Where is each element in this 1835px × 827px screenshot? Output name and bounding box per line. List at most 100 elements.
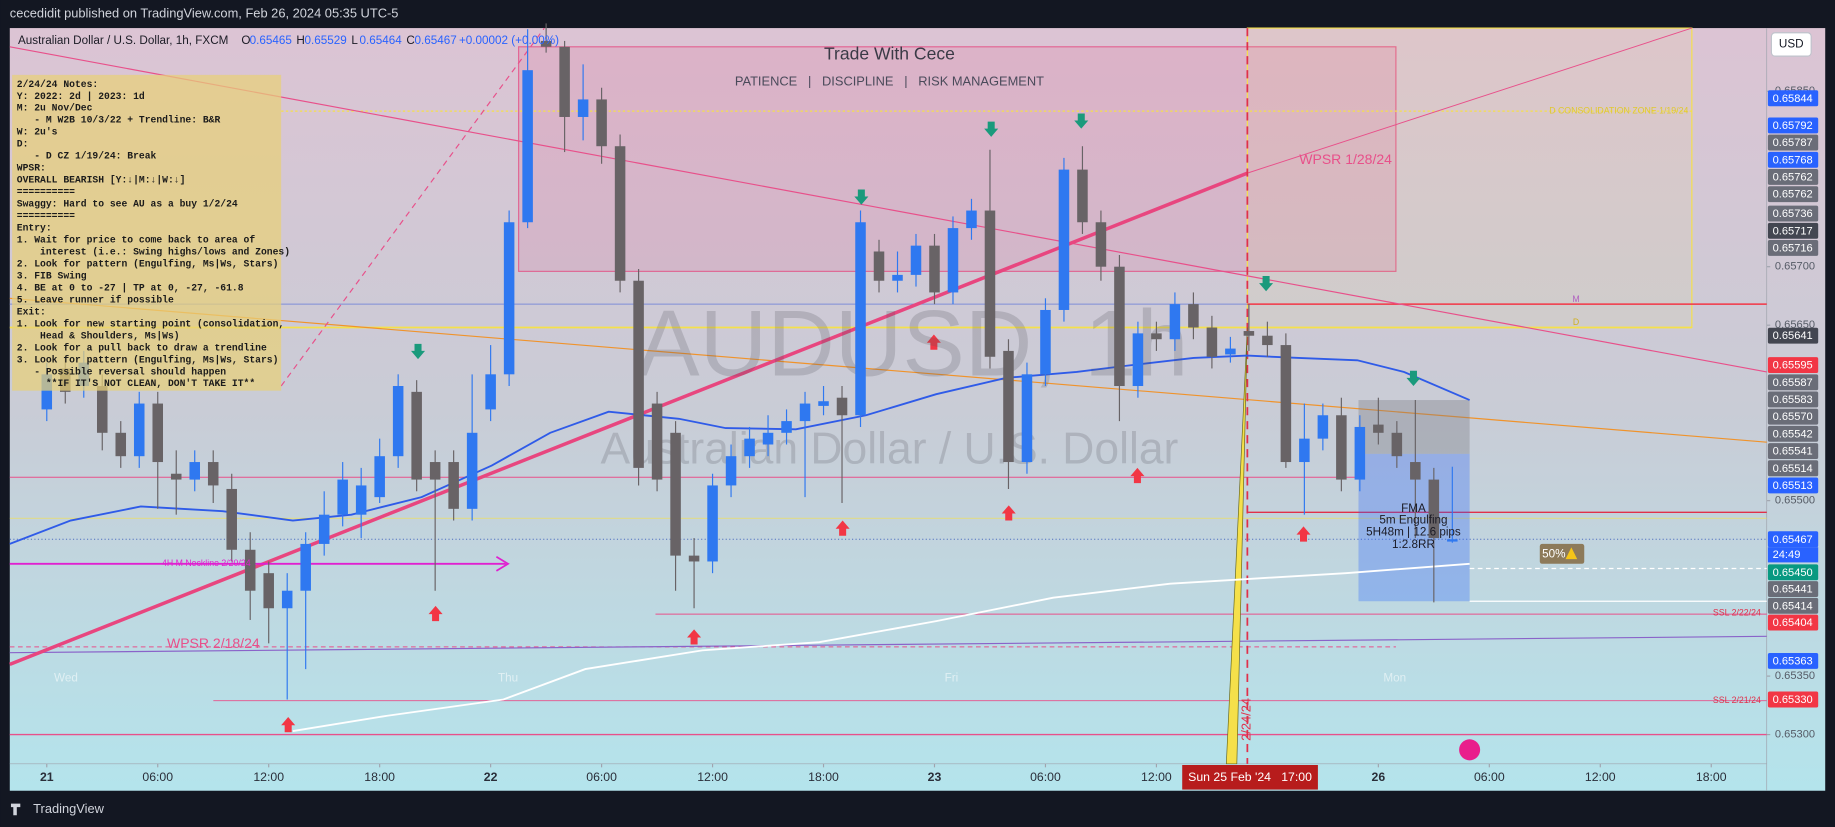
candle-body [1262,335,1273,346]
candle-body [1132,333,1144,387]
x-tick-label: 12:00 [697,770,728,784]
note-line: ========== [17,211,75,222]
trade-label: 5m Engulfing [1379,514,1447,527]
candle-body [614,146,626,281]
note-line: D: [17,139,29,150]
note-line: 5. Leave runner if possible [17,294,174,305]
candle-body [596,99,607,147]
price-tag [1767,169,1819,185]
price-tag-label: 0.65583 [1773,394,1813,406]
note-line: ========== [17,187,75,198]
price-tag [1767,374,1819,391]
ohlc-key: C [406,34,414,47]
candle-body [1151,333,1162,340]
currency-button[interactable] [1770,32,1812,57]
alert-icon [1459,739,1481,761]
note-line: OVERALL BEARISH [Y:↓|M:↓|W:↓] [17,175,186,186]
fib-label: 50% [1542,548,1565,561]
price-tag [1767,222,1819,239]
note-line: 4. BE at 0 to -27 | TP at 0, -27, -61.8 [17,282,244,293]
candle-body [707,485,718,562]
price-tag-label: 0.65541 [1773,446,1813,458]
ohlc-value: 0.65464 [360,34,403,47]
ema-line [292,562,1470,733]
candle-body [41,374,53,410]
candle-body [133,403,145,457]
trendline [9,171,1249,667]
day-label: Mon [1383,672,1406,685]
y-tick-label: 0.65500 [1775,495,1815,507]
candle-body [984,210,996,357]
ohlc-key: O [241,34,250,47]
x-tick-label: 06:00 [1030,770,1061,784]
countdown-tag [1767,547,1819,563]
x-tick-label: 06:00 [1474,770,1505,784]
candle-body [559,46,570,117]
label: WPSR 2/18/24 [167,635,260,651]
trendline [9,635,1767,654]
logo [10,803,21,816]
candle-body [1114,266,1125,387]
note-line: WPSR: [17,163,46,174]
candle-body [189,462,200,480]
note-line: W: 2u's [17,127,58,138]
candle-body [836,397,848,416]
label: D [1573,317,1579,327]
candle-body [744,438,755,457]
note-line: Y: 2022: 2d | 2023: 1d [17,91,145,102]
y-tick-label: 0.65300 [1775,729,1815,741]
note-line: - M W2B 10/3/22 + Trendline: B&R [17,115,221,126]
candle-body [651,403,663,480]
note-line: 3. FIB Swing [17,270,87,281]
candle-body [966,210,977,229]
price-tag-label: 0.65363 [1773,655,1813,667]
candle-body [1225,348,1236,355]
candle-body [1391,432,1403,457]
notes-box [12,74,282,391]
note-line: 1. Wait for price to come back to area o… [17,234,256,245]
candle-body [1373,424,1384,433]
ohlc-key: H [296,34,304,47]
note-line: - Possible reversal should happen [17,366,226,377]
candle-body [1447,539,1458,542]
x-tick-label: 12:00 [1585,770,1616,784]
x-tick-label: 18:00 [808,770,839,784]
arrowhead [495,556,510,572]
x-tick-label: 26 [1372,770,1386,784]
candle-body [577,99,589,117]
candle-body [929,245,940,293]
legend: Australian Dollar / U.S. Dollar, 1h, FXC… [18,34,559,47]
day-label: Thu [498,672,518,685]
candle-body [947,228,959,293]
price-tag [1767,614,1819,631]
price-tag [1767,564,1819,581]
crosshair-tag [1182,765,1318,790]
label: D CONSOLIDATION ZONE 1/19/24 [1549,105,1688,115]
price-tag-label: 0.65762 [1773,172,1813,184]
price-tag [1767,652,1819,669]
candle-body [818,401,829,406]
price-tag [1767,460,1819,477]
price-tag [1767,691,1819,708]
trade-label: 5H48m | 12.6 pips [1366,525,1461,538]
label: SSL 2/22/24 [1713,607,1761,617]
note-line: 1. Look for new starting point (consolid… [17,318,284,329]
price-tag [1767,357,1819,374]
x-tick-label: 06:00 [142,770,173,784]
price-tag [1767,597,1819,614]
y-tick-label: 0.65700 [1775,261,1815,273]
candle-body [892,274,903,281]
price-tag-label: 0.65414 [1773,600,1813,612]
currency[interactable]: USD [1779,38,1804,51]
note-line: Exit: [17,306,46,317]
price-tag-label: 0.65513 [1773,480,1813,492]
day-label: Fri [945,672,959,685]
price-tag [1767,186,1819,203]
warn-icon [1565,547,1578,560]
candle-body [873,251,885,281]
candle-body [392,386,404,457]
candles [41,23,1458,700]
candle-body [1243,331,1255,336]
symbol: Australian Dollar / U.S. Dollar, 1h, FXC… [18,34,228,47]
candle-body [1410,462,1421,480]
